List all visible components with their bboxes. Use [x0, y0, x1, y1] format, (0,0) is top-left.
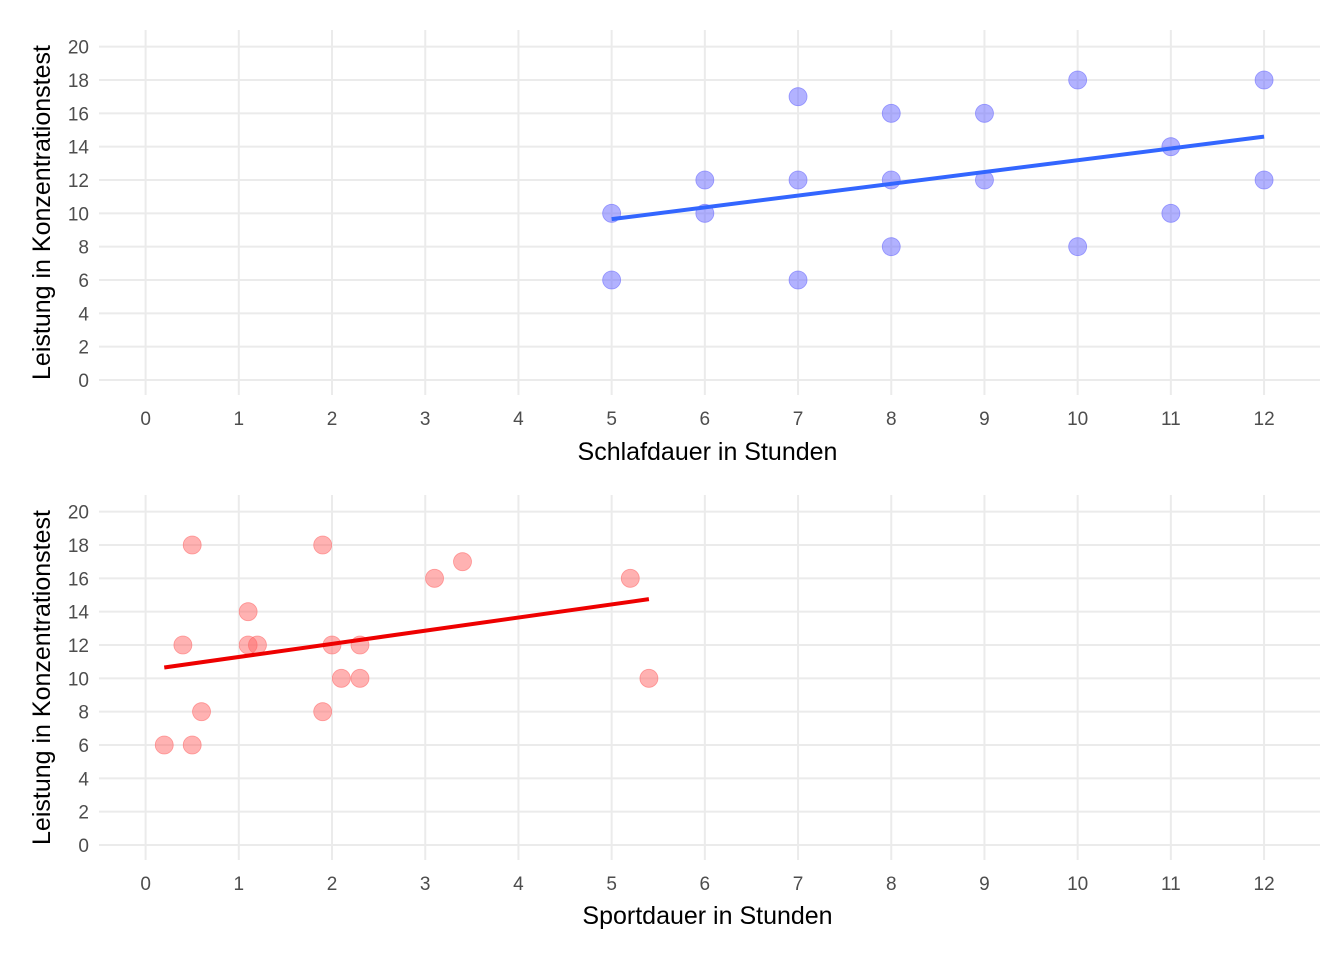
x-tick-label: 5 — [606, 409, 617, 430]
x-tick-label: 2 — [327, 409, 338, 430]
data-point — [1254, 70, 1274, 90]
data-point — [182, 735, 202, 755]
data-point — [620, 568, 640, 588]
x-tick-label: 0 — [140, 874, 151, 895]
x-tick-label: 10 — [1067, 874, 1088, 895]
data-point — [350, 668, 370, 688]
trend-line — [611, 134, 1265, 222]
data-point — [331, 668, 351, 688]
y-tick-label: 6 — [78, 271, 89, 292]
data-point — [788, 270, 808, 290]
data-point — [453, 552, 472, 572]
y-tick-label: 14 — [68, 138, 90, 159]
data-point — [248, 635, 267, 655]
y-tick-label: 8 — [78, 703, 89, 724]
data-point — [881, 237, 901, 257]
data-point — [1068, 237, 1088, 257]
y-tick-label: 8 — [78, 238, 89, 259]
y-tick-label: 20 — [68, 503, 89, 524]
x-tick-label: 4 — [513, 874, 524, 895]
data-point — [425, 568, 444, 588]
y-axis-title: Leistung in Konzentrationstest — [28, 45, 56, 380]
y-tick-label: 18 — [68, 536, 89, 557]
x-tick-label: 3 — [420, 874, 431, 895]
data-point — [182, 535, 202, 555]
y-tick-label: 16 — [68, 104, 89, 125]
x-tick-label: 11 — [1161, 874, 1181, 895]
chart-panel-2: 0 1 2 3 4 5 6 7 8 9 10 11 1202468101214161820Sportda… — [28, 495, 1320, 930]
data-point — [975, 103, 994, 123]
data-point — [192, 702, 211, 722]
data-point — [154, 735, 174, 755]
x-tick-label: 6 — [700, 874, 711, 895]
data-point — [313, 702, 333, 722]
x-tick-label: 7 — [793, 409, 804, 430]
x-tick-label: 8 — [886, 874, 897, 895]
x-tick-label: 9 — [979, 409, 990, 430]
data-point — [238, 602, 258, 622]
data-point — [1254, 170, 1274, 190]
data-point — [695, 170, 715, 190]
data-point — [313, 535, 333, 555]
x-tick-label: 4 — [513, 409, 524, 430]
x-tick-label: 3 — [420, 409, 431, 430]
trend-line — [163, 597, 650, 670]
y-tick-label: 0 — [78, 836, 89, 857]
data-point — [173, 635, 193, 655]
x-axis-title: Schlafdauer in Stunden — [578, 438, 838, 466]
x-tick-label: 7 — [793, 874, 804, 895]
x-tick-label: 2 — [327, 874, 338, 895]
y-tick-label: 16 — [68, 569, 89, 590]
y-tick-label: 18 — [68, 71, 89, 92]
chart-panel-1: 0 1 2 3 4 5 6 7 8 9 10 11 1202468101214161820Schlafd… — [28, 30, 1320, 466]
y-tick-label: 12 — [68, 636, 89, 657]
x-tick-label: 9 — [979, 874, 990, 895]
y-tick-label: 20 — [68, 38, 89, 59]
y-tick-label: 10 — [68, 669, 89, 690]
x-tick-label: 1 — [234, 874, 245, 895]
x-tick-label: 12 — [1254, 874, 1275, 895]
data-point — [788, 87, 808, 107]
y-tick-label: 12 — [68, 171, 89, 192]
y-tick-label: 4 — [78, 769, 89, 790]
data-point — [881, 103, 901, 123]
x-tick-label: 8 — [886, 409, 897, 430]
x-axis-title: Sportdauer in Stunden — [582, 902, 832, 930]
y-tick-label: 2 — [78, 338, 89, 359]
data-point — [788, 170, 808, 190]
x-tick-label: 1 — [234, 409, 245, 430]
x-tick-label: 6 — [700, 409, 711, 430]
data-point — [1161, 203, 1181, 223]
data-point — [602, 270, 622, 290]
y-axis-title: Leistung in Konzentrationstest — [28, 510, 56, 845]
y-tick-label: 4 — [78, 304, 89, 325]
x-tick-label: 10 — [1067, 409, 1088, 430]
x-tick-label: 0 — [140, 409, 151, 430]
y-tick-label: 10 — [68, 204, 89, 225]
data-point — [639, 668, 659, 688]
x-tick-label: 12 — [1254, 409, 1275, 430]
y-tick-label: 2 — [78, 803, 89, 824]
y-tick-label: 0 — [78, 371, 89, 392]
x-tick-label: 5 — [606, 874, 617, 895]
data-point — [1068, 70, 1088, 90]
x-tick-label: 11 — [1161, 409, 1181, 430]
y-tick-label: 6 — [78, 736, 89, 757]
y-tick-label: 14 — [68, 603, 90, 624]
